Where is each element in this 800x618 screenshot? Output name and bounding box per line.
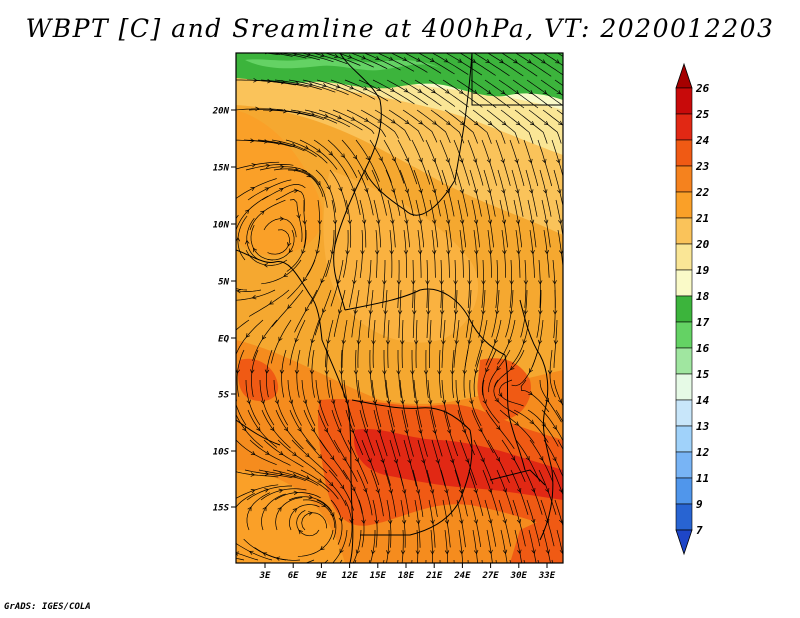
lon-label-15E: 15E	[370, 571, 387, 581]
colorbar-label-25: 25	[695, 108, 710, 121]
field-central-light	[323, 170, 479, 343]
colorbar-box-11	[675, 347, 693, 375]
colorbar-label-26: 26	[695, 82, 710, 95]
lat-label-10S: 10S	[213, 448, 230, 458]
lat-label-EQ: EQ	[218, 335, 229, 345]
colorbar-label-15: 15	[696, 368, 710, 381]
colorbar-box-15	[675, 451, 693, 479]
lon-label-9E: 9E	[316, 571, 327, 581]
lon-label-3E: 3E	[259, 571, 271, 581]
lon-label-27E: 27E	[481, 571, 499, 581]
colorbar-box-4	[675, 165, 693, 193]
colorbar-label-13: 13	[696, 420, 710, 433]
chart-title: WBPT [C] and Sreamline at 400hPa, VT: 20…	[25, 14, 775, 43]
lon-label-18E: 18E	[398, 571, 415, 581]
colorbar-label-18: 18	[696, 290, 710, 303]
colorbar-box-6	[675, 217, 693, 245]
colorbar-top-triangle	[675, 62, 693, 89]
lat-label-10N: 10N	[213, 221, 230, 231]
latitude-axis: 20N 15N 10N 5N EQ 5S 10S 15S	[212, 107, 236, 514]
lon-label-21E: 21E	[425, 571, 443, 581]
lat-label-15S: 15S	[213, 504, 230, 514]
colorbar-box-5	[675, 191, 693, 219]
grads-credit: GrADS: IGES/COLA	[4, 602, 91, 612]
colorbar-label-12: 12	[696, 446, 710, 459]
field-green-light	[245, 58, 440, 71]
colorbar-label-22: 22	[695, 186, 710, 199]
colorbar-box-2	[675, 113, 693, 141]
colorbar-box-12	[675, 373, 693, 401]
lon-label-24E: 24E	[453, 571, 471, 581]
colorbar-box-3	[675, 139, 693, 167]
field-west-hotspot	[238, 358, 279, 402]
colorbar-box-10	[675, 321, 693, 349]
lon-label-33E: 33E	[538, 571, 556, 581]
field-south-red	[354, 428, 563, 500]
field-east-hotspot	[477, 358, 531, 420]
field-west-light	[236, 110, 323, 256]
colorbar-box-8	[675, 269, 693, 297]
lat-label-15N: 15N	[213, 164, 230, 174]
colorbar-box-13	[675, 399, 693, 427]
lat-label-5S: 5S	[218, 391, 229, 401]
colorbar-label-19: 19	[696, 264, 710, 277]
colorbar-label-17: 17	[696, 316, 710, 329]
colorbar-label-7: 7	[696, 524, 703, 537]
lon-label-30E: 30E	[510, 571, 528, 581]
wbpt-field	[236, 53, 563, 563]
longitude-axis: 3E 6E 9E 12E 15E 18E 21E 24E 27E 30E 33E	[259, 563, 556, 581]
boundary-lines	[236, 53, 563, 563]
colorbar-label-11: 11	[696, 472, 709, 485]
streamlines	[236, 53, 563, 563]
lat-label-20N: 20N	[212, 107, 230, 117]
colorbar-label-23: 23	[695, 160, 710, 173]
colorbar-box-14	[675, 425, 693, 453]
colorbar-box-16	[675, 477, 693, 505]
colorbar-label-21: 21	[695, 212, 709, 225]
colorbar-box-9	[675, 295, 693, 323]
lon-label-12E: 12E	[341, 571, 358, 581]
colorbar-box-1	[675, 87, 693, 115]
colorbar-label-16: 16	[696, 342, 710, 355]
colorbar-label-24: 24	[695, 134, 710, 147]
colorbar-box-17	[675, 503, 693, 531]
colorbar-label-20: 20	[695, 238, 710, 251]
colorbar-box-7	[675, 243, 693, 271]
colorbar: 26 25 24 23 22 21 20 19 18 17 16 15 14 13 12 11 9 7	[675, 62, 710, 556]
colorbar-bottom-triangle	[675, 529, 693, 556]
map-frame	[235, 52, 564, 564]
colorbar-label-14: 14	[696, 394, 710, 407]
colorbar-label-9: 9	[696, 498, 703, 511]
lat-label-5N: 5N	[218, 278, 229, 288]
lon-label-6E: 6E	[288, 571, 299, 581]
